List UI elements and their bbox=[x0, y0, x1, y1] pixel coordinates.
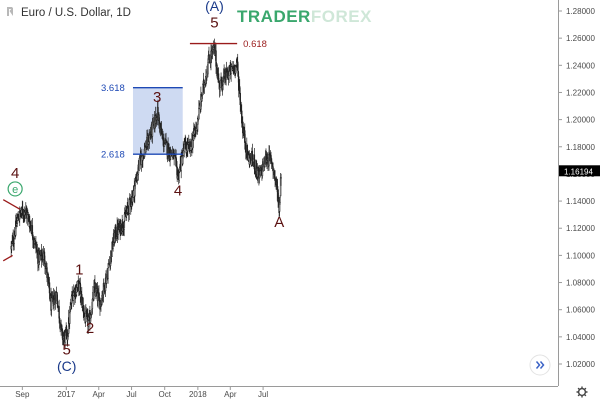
double-chevron-right-icon bbox=[535, 361, 545, 369]
price-axis[interactable]: 1.28000 1.26000 1.24000 1.22000 1.20000 1.180… bbox=[558, 0, 600, 386]
trendline-lower[interactable] bbox=[2, 254, 13, 262]
watermark-right: FOREX bbox=[311, 7, 372, 26]
price-tick-label: 1.24000 bbox=[566, 61, 595, 70]
price-tick-label: 1.20000 bbox=[566, 116, 595, 125]
price-bar bbox=[228, 70, 230, 76]
chart-title: Euro / U.S. Dollar, 1D bbox=[21, 7, 131, 19]
current-price-tag: 1.16194 bbox=[559, 165, 600, 177]
price-tick-label: 1.26000 bbox=[566, 34, 595, 43]
trendline-upper[interactable] bbox=[2, 199, 21, 210]
wave-label: e bbox=[12, 184, 18, 196]
price-bar bbox=[251, 150, 254, 161]
wave-label: (C) bbox=[57, 358, 76, 374]
price-bar bbox=[91, 298, 94, 309]
wave-label: 5 bbox=[63, 341, 71, 358]
price-bar bbox=[198, 107, 200, 120]
settings-button[interactable] bbox=[576, 386, 588, 398]
price-bar bbox=[44, 260, 46, 267]
price-bar bbox=[107, 268, 109, 279]
time-tick-label: Jul bbox=[126, 390, 136, 399]
watermark-left: TRADER bbox=[237, 7, 311, 26]
price-tick-label: 1.14000 bbox=[566, 197, 595, 206]
svg-text:TRADERFOREX: TRADERFOREX bbox=[237, 7, 372, 26]
price-bar bbox=[94, 282, 96, 291]
wave-label: 5 bbox=[210, 14, 218, 31]
price-bar bbox=[219, 80, 222, 88]
plot-area bbox=[10, 38, 282, 349]
gear-icon bbox=[576, 386, 588, 398]
wave-label-circle bbox=[7, 181, 23, 197]
price-tick-label: 1.18000 bbox=[566, 143, 595, 152]
wave-label: A bbox=[274, 214, 284, 231]
price-tick-label: 1.22000 bbox=[566, 88, 595, 97]
price-bar bbox=[165, 139, 167, 141]
wave-label: (A) bbox=[205, 0, 224, 14]
price-bar bbox=[69, 311, 71, 324]
fib-level-label: 0.618 bbox=[243, 39, 267, 50]
time-tick-label: 2018 bbox=[189, 390, 207, 399]
price-bar bbox=[87, 320, 90, 327]
wave-label: 2 bbox=[86, 320, 94, 337]
price-tick-label: 1.02000 bbox=[566, 360, 595, 369]
price-bar bbox=[50, 297, 53, 310]
price-bar bbox=[105, 276, 108, 284]
time-tick-label: Apr bbox=[93, 390, 106, 399]
bar-style-icon[interactable] bbox=[7, 7, 13, 16]
price-bar bbox=[214, 44, 216, 57]
fib-level-label: 3.618 bbox=[101, 83, 125, 94]
time-tick-label: Sep bbox=[15, 390, 30, 399]
wave-label: 4 bbox=[11, 165, 19, 182]
time-tick-label: 2017 bbox=[57, 390, 75, 399]
time-tick-label: Oct bbox=[158, 390, 171, 399]
price-tick-label: 1.08000 bbox=[566, 279, 595, 288]
price-tick-label: 1.28000 bbox=[566, 7, 595, 16]
price-bar bbox=[56, 301, 59, 308]
wave-label: 4 bbox=[174, 183, 182, 200]
price-bar bbox=[182, 155, 184, 165]
price-bar bbox=[178, 172, 180, 182]
price-bar bbox=[207, 62, 209, 75]
price-bar bbox=[279, 196, 281, 203]
current-price-label: 1.16194 bbox=[564, 167, 593, 176]
price-bar bbox=[129, 197, 131, 202]
price-bar bbox=[280, 177, 282, 179]
price-bar bbox=[35, 241, 37, 249]
price-bar bbox=[107, 263, 110, 268]
price-bar bbox=[277, 197, 280, 200]
price-bar bbox=[208, 54, 210, 60]
price-bar bbox=[93, 287, 95, 300]
price-bar bbox=[163, 143, 166, 147]
wave-label: 1 bbox=[75, 261, 83, 278]
wave-label: 3 bbox=[153, 89, 161, 106]
fib-level-label: 2.618 bbox=[101, 150, 125, 161]
time-tick-label: Apr bbox=[224, 390, 237, 399]
scroll-to-realtime-button[interactable] bbox=[529, 354, 551, 376]
price-tick-label: 1.10000 bbox=[566, 251, 595, 260]
time-axis[interactable]: Sep 2017 Apr Jul Oct 2018 Apr Jul bbox=[0, 386, 558, 400]
price-tick-label: 1.04000 bbox=[566, 333, 595, 342]
time-tick-label: Jul bbox=[258, 390, 268, 399]
price-tick-label: 1.06000 bbox=[566, 306, 595, 315]
chart-header: Euro / U.S. Dollar, 1D bbox=[7, 7, 131, 19]
price-bar bbox=[48, 282, 51, 294]
watermark-logo: TRADERFOREX bbox=[237, 7, 372, 26]
price-tick-label: 1.12000 bbox=[566, 224, 595, 233]
price-bar bbox=[270, 155, 272, 159]
